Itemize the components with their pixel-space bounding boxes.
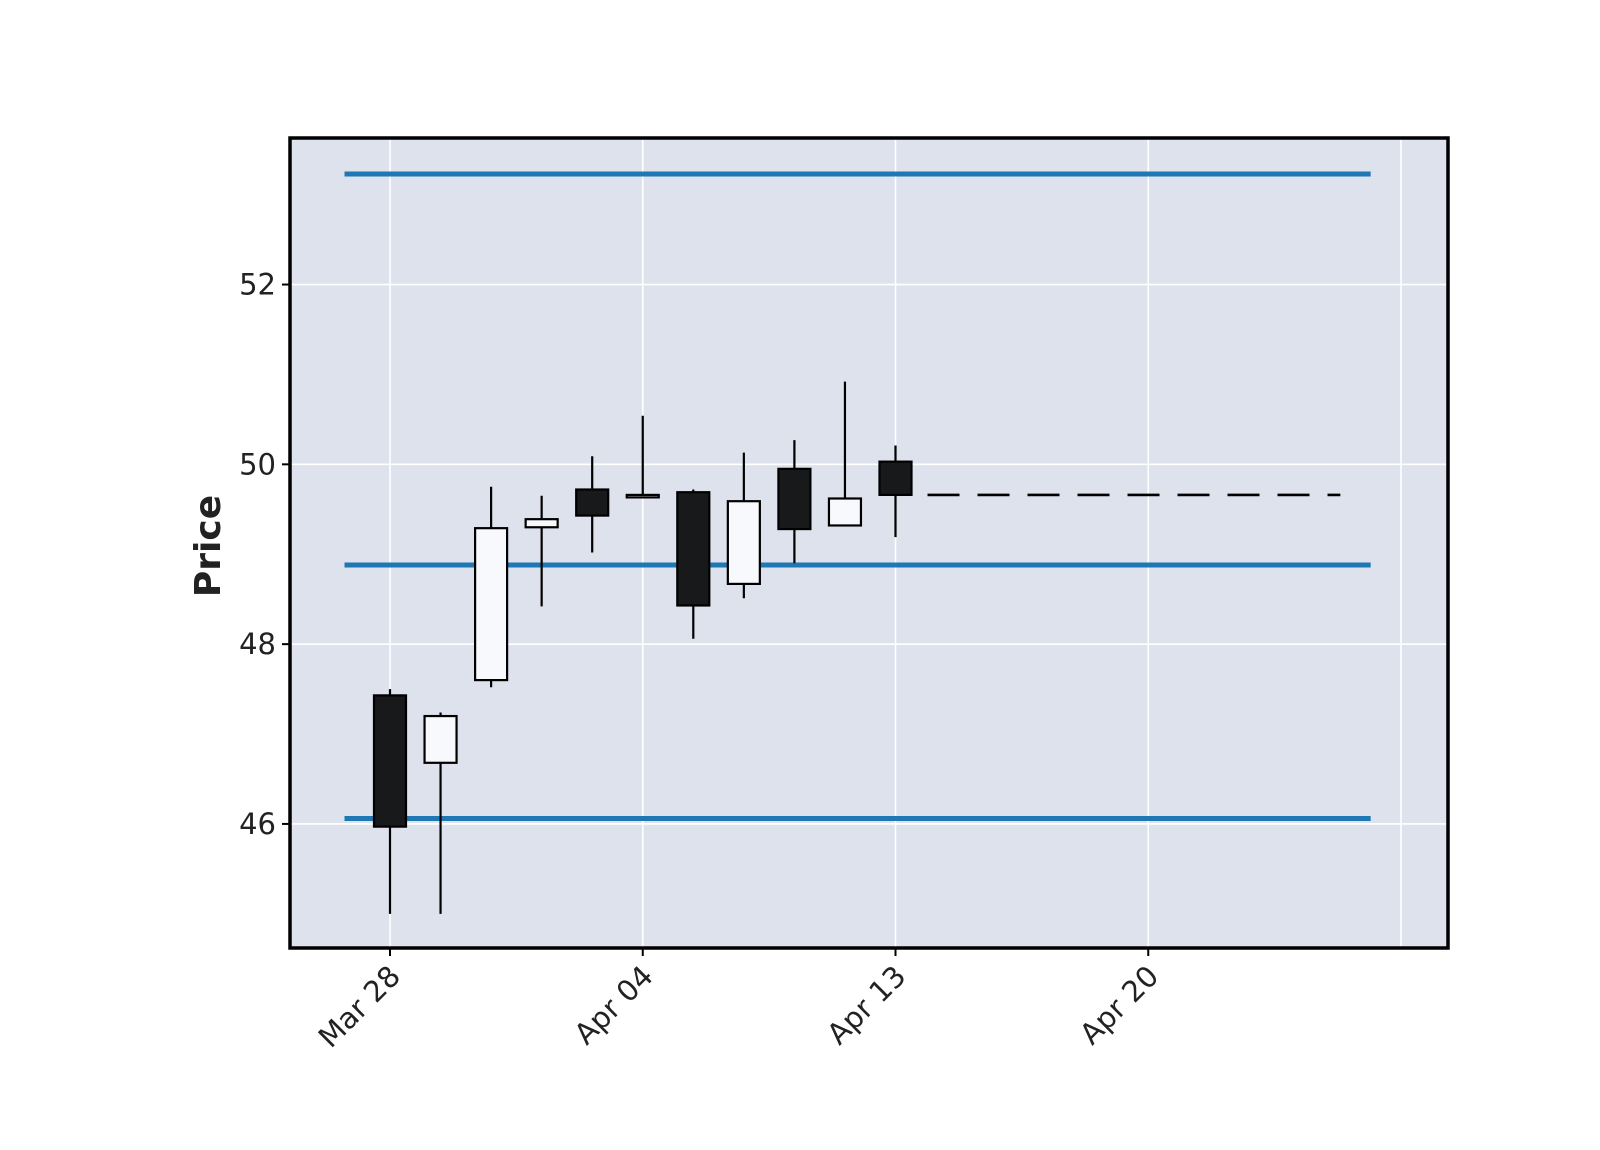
candle — [777, 440, 812, 564]
plot-frame — [288, 136, 1450, 950]
y-tick-label: 52 — [239, 268, 276, 302]
x-tick-label: Mar 28 — [312, 959, 407, 1054]
candle-body — [827, 497, 863, 527]
candle-body — [625, 493, 660, 499]
candle-body — [878, 460, 913, 497]
candle — [372, 689, 408, 914]
candle-body — [575, 488, 610, 517]
y-axis-ticks: 46 48 50 52 — [239, 268, 290, 841]
candle — [625, 415, 660, 499]
candle — [423, 712, 458, 914]
candle-body — [423, 714, 458, 764]
candle-body — [777, 467, 812, 531]
candle-body — [726, 500, 761, 586]
x-tick-label: Apr 04 — [568, 959, 660, 1051]
candle-body — [474, 527, 509, 682]
x-axis-ticks: Mar 28 Apr 04 Apr 13 Apr 20 — [312, 948, 1165, 1054]
x-tick-label: Apr 20 — [1073, 959, 1165, 1051]
horizontal-lines — [344, 171, 1371, 822]
candle — [524, 495, 559, 607]
candle — [878, 445, 913, 538]
y-tick-label: 50 — [239, 447, 276, 481]
candle — [726, 452, 761, 599]
x-tick-label: Apr 13 — [820, 959, 912, 1051]
candle-body — [676, 491, 711, 607]
candle — [474, 486, 509, 688]
candle — [827, 381, 863, 527]
y-tick-label: 48 — [239, 627, 276, 661]
plot-background — [290, 138, 1448, 948]
candle-body — [372, 694, 408, 828]
candle — [676, 489, 711, 639]
y-axis-label: Price — [188, 495, 229, 597]
candle-body — [524, 518, 559, 529]
y-tick-label: 46 — [239, 807, 276, 841]
candle — [575, 456, 610, 553]
candlesticks — [372, 381, 1341, 914]
